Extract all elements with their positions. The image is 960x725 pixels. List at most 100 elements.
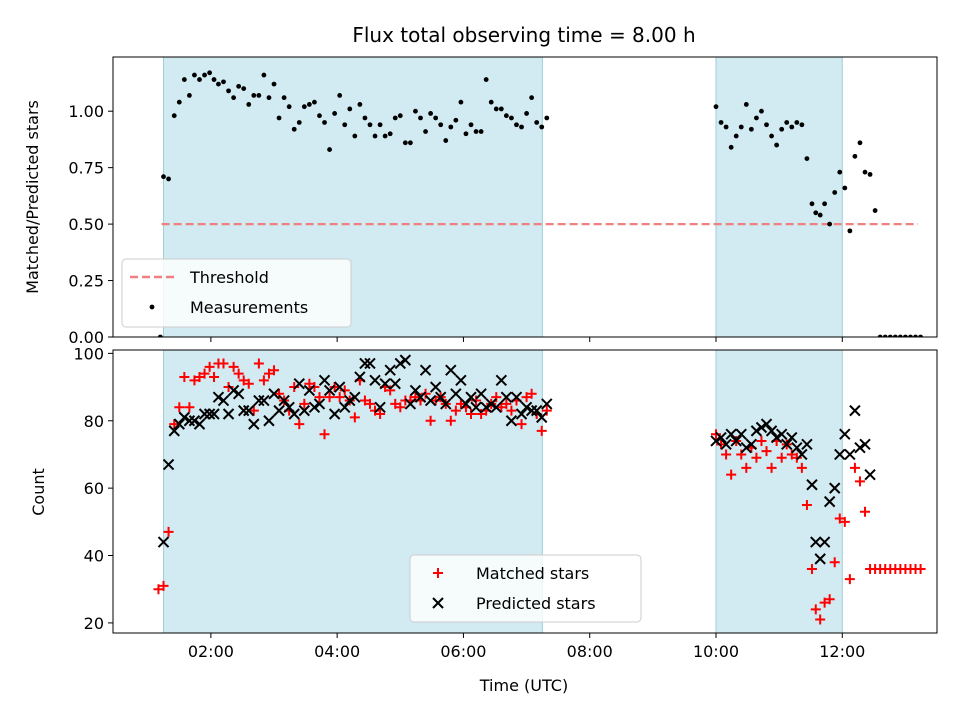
measurements-point: [266, 95, 272, 101]
predicted-stars-point: [409, 384, 422, 397]
predicted-stars-point: [198, 408, 211, 420]
matched-stars-point: [248, 405, 259, 416]
legend-measurements-swatch: [149, 304, 155, 310]
y-tick-label: 60: [84, 479, 104, 498]
predicted-stars-point: [258, 394, 270, 407]
measurements-point: [488, 99, 494, 105]
matched-stars-point: [776, 452, 787, 463]
matched-stars-point: [258, 375, 269, 386]
predicted-stars-point: [168, 425, 180, 437]
measurements-point: [407, 140, 413, 146]
predicted-stars-point: [520, 401, 533, 413]
matched-stars-point: [390, 398, 401, 409]
top-y-axis-label: Matched/Predicted stars: [23, 100, 42, 294]
matched-stars-point: [309, 382, 320, 393]
x-tick-label: 06:00: [440, 642, 486, 661]
predicted-stars-point: [263, 415, 275, 427]
measurements-point: [509, 115, 514, 121]
measurements-point: [738, 124, 744, 130]
matched-stars-point: [501, 398, 512, 409]
measurements-point: [539, 124, 545, 130]
measurements-point: [453, 117, 459, 123]
legend-predicted-swatch: [432, 597, 444, 609]
y-tick-label: 80: [84, 412, 104, 431]
matched-stars-point: [521, 392, 532, 403]
predicted-stars-point: [440, 398, 452, 410]
measurements-point: [759, 108, 764, 114]
measurements-point: [231, 95, 237, 101]
legend-measurements-label: Measurements: [190, 298, 308, 317]
chart-title: Flux total observing time = 8.00 h: [352, 23, 695, 47]
measurements-point: [764, 122, 769, 128]
measurements-point: [713, 104, 719, 110]
measurements-point: [817, 212, 823, 218]
predicted-stars-point: [308, 401, 321, 413]
measurement-points: [157, 70, 923, 337]
measurements-point: [852, 153, 858, 159]
measurements-point: [887, 334, 893, 337]
predicted-stars-point: [745, 438, 758, 451]
measurements-point: [216, 81, 221, 87]
measurements-point: [483, 77, 489, 82]
predicted-stars-point: [720, 438, 732, 451]
measurements-point: [397, 113, 403, 119]
matched-stars-point: [801, 499, 812, 510]
predicted-stars-point: [735, 428, 747, 440]
measurements-point: [748, 126, 754, 132]
measurements-point: [428, 111, 434, 116]
y-tick-label: 0.00: [68, 328, 104, 347]
measurements-point: [337, 92, 343, 98]
matched-stars-point: [204, 361, 215, 372]
measurements-point: [784, 120, 790, 125]
predicted-stars-point: [730, 435, 742, 447]
matched-stars-point: [395, 402, 406, 413]
matched-stars-point: [420, 388, 431, 399]
measurements-point: [306, 102, 312, 107]
predicted-stars-point: [525, 404, 538, 417]
predicted-stars-point: [814, 553, 826, 565]
measurements-point: [387, 131, 393, 137]
measurements-point: [789, 124, 795, 130]
measurements-point: [897, 334, 903, 337]
measurements-point: [809, 201, 815, 207]
measurements-point: [357, 102, 363, 107]
measurements-point: [226, 88, 231, 94]
predicted-stars-point: [157, 536, 170, 548]
matched-stars-point: [471, 395, 482, 406]
measurements-point: [317, 113, 322, 119]
measurements-point: [347, 106, 353, 112]
matched-stars-point: [726, 469, 737, 480]
matched-stars-point: [806, 563, 817, 574]
matched-stars-point: [741, 462, 752, 473]
matched-stars-point: [184, 402, 195, 413]
predicted-stars-point: [455, 374, 467, 387]
predicted-stars-point: [333, 381, 346, 393]
predicted-stars-point: [765, 425, 778, 437]
predicted-stars-point: [227, 384, 240, 397]
matched-stars-point: [364, 398, 375, 409]
measurements-point: [433, 115, 439, 121]
measurements-point: [276, 115, 282, 121]
predicted-stars-point: [328, 408, 341, 420]
matched-stars-point: [824, 594, 835, 605]
predicted-stars-point: [369, 374, 381, 387]
shaded-interval-2: [715, 57, 843, 337]
measurements-point: [207, 70, 213, 76]
matched-stars-point: [476, 409, 487, 420]
matched-stars-point: [359, 395, 370, 406]
predicted-stars-point: [750, 425, 763, 437]
predicted-stars-point: [505, 415, 518, 427]
predicted-stars-point: [510, 391, 523, 403]
matched-stars-point: [834, 513, 845, 524]
predicted-stars-point: [786, 431, 798, 444]
predicted-stars-point: [755, 421, 768, 434]
measurements-point: [382, 133, 388, 139]
predicted-stars-point: [823, 495, 836, 508]
measurements-point: [723, 124, 729, 130]
predicted-stars-point: [740, 441, 753, 454]
predicted-stars-point: [710, 435, 722, 447]
measurements-point: [423, 129, 428, 134]
measurements-point: [413, 108, 418, 114]
x-tick-label: 04:00: [314, 642, 360, 661]
matched-stars-point: [194, 371, 205, 382]
